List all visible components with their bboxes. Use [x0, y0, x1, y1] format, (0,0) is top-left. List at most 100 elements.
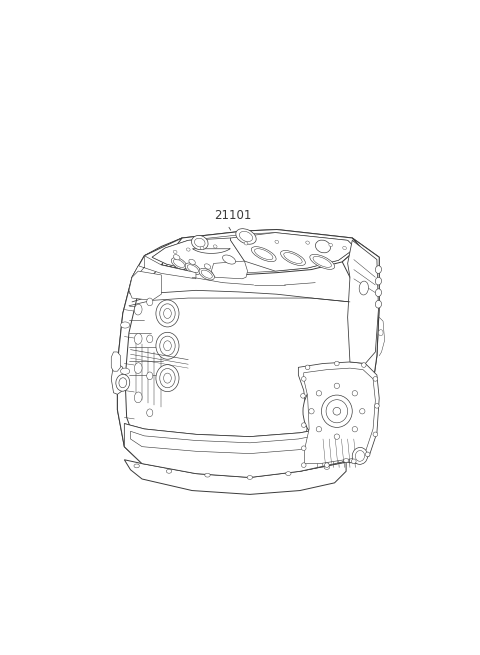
Ellipse shape	[333, 407, 341, 415]
Ellipse shape	[286, 472, 291, 476]
Polygon shape	[300, 238, 379, 472]
Ellipse shape	[187, 265, 198, 273]
Ellipse shape	[375, 289, 382, 297]
Ellipse shape	[173, 259, 185, 267]
Polygon shape	[131, 424, 352, 454]
Ellipse shape	[313, 256, 332, 267]
Ellipse shape	[164, 373, 171, 383]
Polygon shape	[144, 229, 360, 275]
Ellipse shape	[301, 422, 306, 428]
Ellipse shape	[309, 409, 314, 414]
Ellipse shape	[361, 363, 366, 367]
Ellipse shape	[156, 300, 179, 327]
Polygon shape	[152, 238, 244, 273]
Ellipse shape	[200, 246, 204, 250]
Ellipse shape	[373, 377, 378, 381]
Ellipse shape	[116, 374, 130, 391]
Ellipse shape	[306, 241, 310, 244]
Ellipse shape	[189, 259, 195, 265]
Ellipse shape	[300, 394, 305, 398]
Ellipse shape	[240, 231, 252, 242]
Ellipse shape	[205, 473, 210, 477]
Ellipse shape	[160, 336, 175, 356]
Polygon shape	[129, 255, 196, 294]
Ellipse shape	[164, 341, 171, 351]
Ellipse shape	[359, 281, 369, 295]
Ellipse shape	[223, 255, 236, 264]
Ellipse shape	[173, 250, 177, 253]
Ellipse shape	[373, 432, 378, 437]
Ellipse shape	[343, 458, 349, 462]
Ellipse shape	[164, 309, 171, 318]
Ellipse shape	[119, 378, 127, 388]
Polygon shape	[118, 229, 379, 477]
Ellipse shape	[378, 329, 383, 336]
Ellipse shape	[134, 464, 139, 468]
Polygon shape	[111, 352, 120, 371]
Ellipse shape	[275, 240, 279, 244]
Text: 21101: 21101	[214, 209, 251, 222]
Polygon shape	[118, 238, 300, 477]
Ellipse shape	[160, 304, 175, 323]
Ellipse shape	[375, 277, 382, 285]
Ellipse shape	[316, 390, 322, 396]
Ellipse shape	[252, 247, 276, 261]
Ellipse shape	[201, 270, 212, 278]
Ellipse shape	[134, 304, 142, 315]
Ellipse shape	[280, 250, 305, 265]
Ellipse shape	[213, 245, 217, 248]
Ellipse shape	[324, 463, 329, 468]
Polygon shape	[111, 364, 123, 394]
Ellipse shape	[134, 363, 142, 373]
Ellipse shape	[352, 426, 358, 432]
Ellipse shape	[352, 390, 358, 396]
Ellipse shape	[236, 229, 256, 244]
Ellipse shape	[160, 369, 175, 388]
Ellipse shape	[335, 361, 339, 365]
Ellipse shape	[147, 335, 153, 343]
Ellipse shape	[351, 459, 356, 464]
Ellipse shape	[326, 400, 348, 422]
Ellipse shape	[375, 266, 382, 273]
Ellipse shape	[343, 246, 347, 250]
Ellipse shape	[254, 249, 273, 259]
Ellipse shape	[352, 447, 368, 464]
Ellipse shape	[301, 377, 306, 381]
Ellipse shape	[301, 463, 306, 468]
Ellipse shape	[315, 240, 331, 253]
Ellipse shape	[134, 333, 142, 345]
Ellipse shape	[305, 365, 310, 369]
Ellipse shape	[156, 365, 179, 392]
Ellipse shape	[329, 243, 333, 246]
Polygon shape	[124, 417, 360, 477]
Ellipse shape	[173, 255, 180, 260]
Ellipse shape	[309, 383, 365, 440]
Polygon shape	[124, 460, 346, 495]
Ellipse shape	[192, 236, 208, 250]
Ellipse shape	[360, 409, 365, 414]
Ellipse shape	[284, 253, 302, 263]
Ellipse shape	[171, 257, 187, 269]
Ellipse shape	[147, 409, 153, 417]
Ellipse shape	[186, 248, 190, 251]
Ellipse shape	[244, 242, 248, 245]
Ellipse shape	[120, 322, 130, 328]
Ellipse shape	[194, 238, 205, 247]
Polygon shape	[304, 368, 375, 464]
Ellipse shape	[316, 426, 322, 432]
Ellipse shape	[322, 395, 352, 428]
Ellipse shape	[247, 476, 252, 479]
Ellipse shape	[374, 403, 379, 408]
Polygon shape	[299, 362, 379, 472]
Ellipse shape	[147, 372, 153, 380]
Ellipse shape	[365, 452, 370, 457]
Ellipse shape	[334, 434, 339, 440]
Ellipse shape	[166, 470, 172, 473]
Polygon shape	[211, 261, 248, 279]
Polygon shape	[152, 233, 355, 273]
Ellipse shape	[185, 263, 201, 274]
Ellipse shape	[134, 392, 142, 403]
Ellipse shape	[355, 451, 365, 461]
Polygon shape	[348, 240, 378, 364]
Ellipse shape	[301, 446, 306, 451]
